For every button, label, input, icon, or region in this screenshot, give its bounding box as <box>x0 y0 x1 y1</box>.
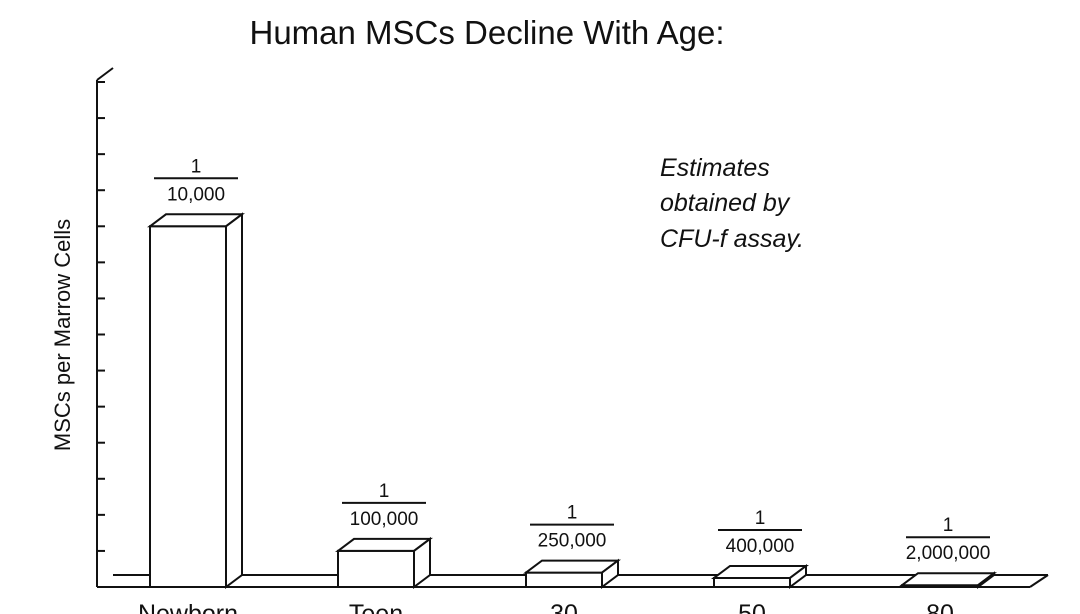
x-tick-label: Newborn <box>138 600 238 614</box>
bar <box>713 576 791 588</box>
x-tick-label: Teen <box>349 600 403 614</box>
value-label-denominator: 100,000 <box>350 509 419 530</box>
value-label-denominator: 10,000 <box>167 184 225 205</box>
bar-side <box>225 212 243 589</box>
value-label-numerator: 1 <box>755 508 766 529</box>
y-axis-top <box>96 67 114 81</box>
annotation-line: obtained by <box>660 189 791 217</box>
bar <box>337 549 415 588</box>
annotation-line: Estimates <box>660 154 770 182</box>
value-label-numerator: 1 <box>379 481 390 502</box>
value-label-denominator: 2,000,000 <box>906 543 991 564</box>
bar-side <box>977 571 995 589</box>
value-label-denominator: 400,000 <box>726 536 795 557</box>
chart-title: Human MSCs Decline With Age: <box>249 14 724 51</box>
value-label-denominator: 250,000 <box>538 531 607 552</box>
bar-side <box>601 558 619 589</box>
bar-side <box>413 536 431 589</box>
value-label-numerator: 1 <box>567 503 578 524</box>
annotation-line: CFU-f assay. <box>660 225 804 253</box>
x-tick-label: 30 <box>550 600 578 614</box>
bar <box>525 571 603 588</box>
x-tick-label: 80 <box>926 600 954 614</box>
floor-edge <box>1029 574 1049 588</box>
value-label-numerator: 1 <box>191 156 202 177</box>
y-axis-label: MSCs per Marrow Cells <box>50 219 75 451</box>
value-label-numerator: 1 <box>943 515 954 536</box>
bar-side <box>789 563 807 589</box>
bar <box>149 225 227 588</box>
annotation: Estimates obtained by CFU-f assay. <box>660 154 804 253</box>
x-tick-label: 50 <box>738 600 766 614</box>
